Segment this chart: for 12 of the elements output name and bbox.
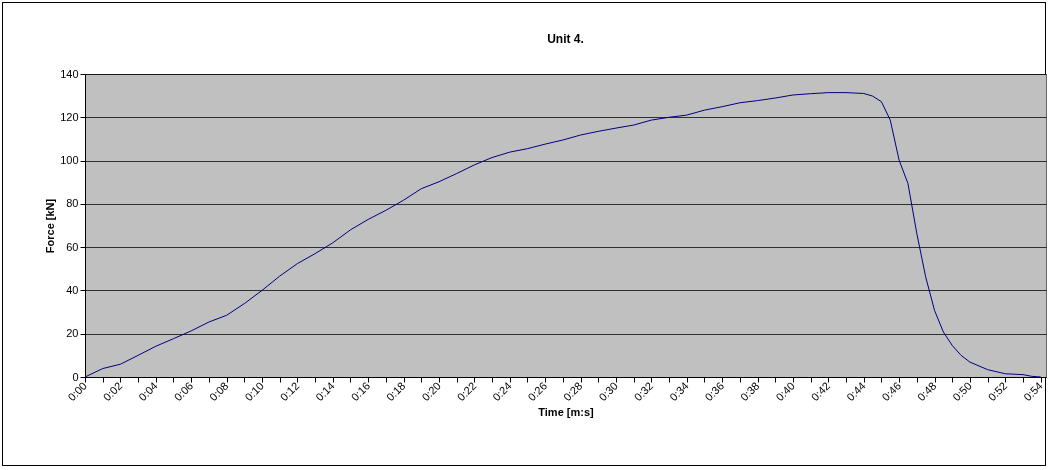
line-series <box>85 92 1042 377</box>
y-tick-label: 140 <box>60 67 79 80</box>
y-tick-label: 60 <box>66 240 79 253</box>
y-tick-label: 80 <box>66 197 79 210</box>
y-tick-label: 120 <box>60 110 79 123</box>
y-tick-label: 20 <box>66 327 79 340</box>
y-tick-label: 0 <box>72 370 79 383</box>
y-tick-label: 40 <box>66 283 79 296</box>
chart-title: Unit 4. <box>547 32 584 46</box>
y-tick-label: 100 <box>60 154 79 167</box>
y-axis-title: Force [kN] <box>44 198 57 254</box>
x-axis-title: Time [m:s] <box>538 406 595 419</box>
